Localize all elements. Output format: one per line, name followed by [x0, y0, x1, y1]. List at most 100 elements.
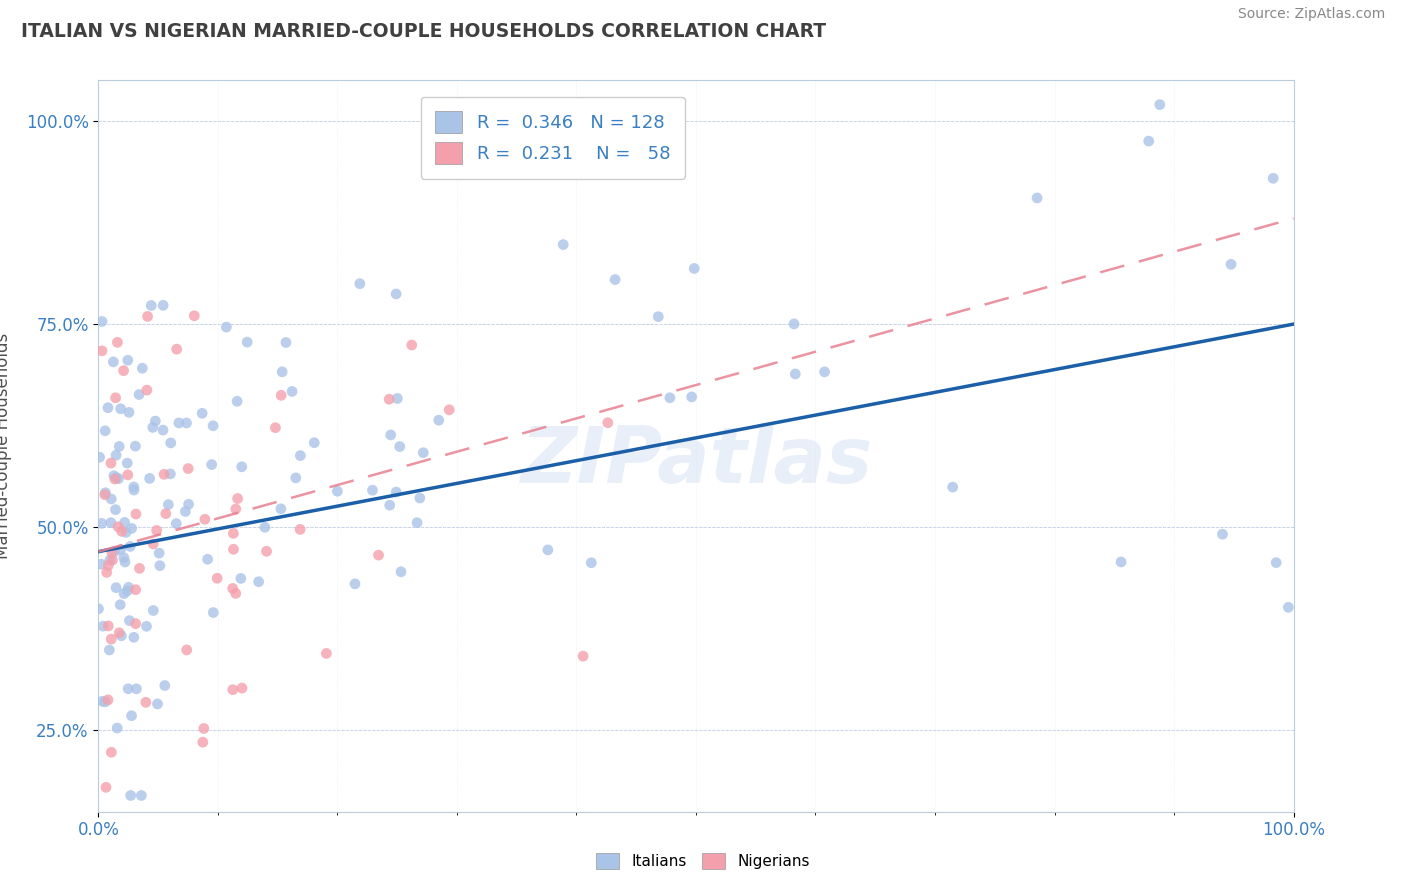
Point	[124, 582, 146, 597]
Point	[94, 695, 117, 709]
Point	[117, 580, 139, 594]
Point	[603, 272, 626, 286]
Point	[118, 614, 141, 628]
Point	[90, 516, 112, 531]
Point	[94, 780, 117, 795]
Point	[385, 287, 408, 301]
Point	[124, 439, 146, 453]
Point	[87, 601, 110, 615]
Point	[136, 310, 159, 324]
Point	[1265, 556, 1288, 570]
Point	[165, 516, 187, 531]
Point	[107, 520, 129, 534]
Point	[388, 440, 411, 454]
Point	[1137, 134, 1160, 148]
Point	[148, 546, 170, 560]
Point	[813, 365, 835, 379]
Point	[380, 428, 402, 442]
Point	[114, 555, 136, 569]
Point	[112, 586, 135, 600]
Point	[138, 471, 160, 485]
Point	[229, 571, 252, 585]
Text: ITALIAN VS NIGERIAN MARRIED-COUPLE HOUSEHOLDS CORRELATION CHART: ITALIAN VS NIGERIAN MARRIED-COUPLE HOUSE…	[21, 22, 827, 41]
Point	[401, 338, 423, 352]
Point	[100, 745, 122, 759]
Point	[537, 543, 560, 558]
Point	[97, 693, 120, 707]
Point	[115, 525, 138, 540]
Point	[91, 694, 114, 708]
Point	[222, 582, 245, 596]
Point	[205, 571, 228, 585]
Point	[202, 418, 225, 433]
Point	[135, 619, 157, 633]
Point	[112, 364, 135, 378]
Legend: R =  0.346   N = 128, R =  0.231    N =   58: R = 0.346 N = 128, R = 0.231 N = 58	[420, 96, 685, 178]
Point	[658, 391, 681, 405]
Point	[264, 420, 287, 434]
Point	[439, 402, 461, 417]
Point	[115, 583, 138, 598]
Point	[153, 467, 176, 482]
Point	[149, 558, 172, 573]
Point	[783, 317, 806, 331]
Point	[122, 483, 145, 497]
Point	[118, 405, 141, 419]
Point	[326, 484, 349, 499]
Point	[101, 545, 124, 559]
Point	[103, 355, 125, 369]
Point	[131, 789, 153, 803]
Point	[367, 548, 389, 562]
Point	[98, 643, 121, 657]
Point	[94, 488, 117, 502]
Point	[174, 504, 197, 518]
Text: Source: ZipAtlas.com: Source: ZipAtlas.com	[1237, 7, 1385, 21]
Point	[288, 523, 311, 537]
Point	[409, 491, 432, 505]
Point	[94, 485, 117, 500]
Point	[117, 681, 139, 696]
Point	[177, 461, 200, 475]
Point	[785, 367, 807, 381]
Point	[231, 681, 253, 695]
Legend: Italians, Nigerians: Italians, Nigerians	[591, 847, 815, 875]
Point	[361, 483, 384, 498]
Point	[104, 391, 127, 405]
Point	[256, 544, 278, 558]
Point	[146, 697, 169, 711]
Point	[104, 502, 127, 516]
Point	[191, 735, 214, 749]
Point	[90, 558, 112, 572]
Point	[122, 480, 145, 494]
Point	[108, 625, 131, 640]
Point	[167, 416, 190, 430]
Point	[247, 574, 270, 589]
Point	[1149, 97, 1171, 112]
Point	[315, 647, 337, 661]
Point	[553, 237, 575, 252]
Point	[572, 649, 595, 664]
Point	[281, 384, 304, 399]
Point	[100, 491, 122, 506]
Point	[222, 542, 245, 557]
Y-axis label: Married-couple Households: Married-couple Households	[0, 333, 11, 559]
Point	[128, 387, 150, 401]
Point	[105, 581, 128, 595]
Point	[110, 401, 132, 416]
Point	[142, 603, 165, 617]
Point	[108, 440, 131, 454]
Point	[112, 550, 135, 565]
Point	[176, 416, 198, 430]
Point	[141, 298, 163, 312]
Point	[91, 314, 114, 328]
Point	[121, 521, 143, 535]
Point	[378, 392, 401, 407]
Point	[104, 544, 127, 558]
Point	[89, 450, 111, 465]
Point	[111, 524, 134, 539]
Point	[176, 643, 198, 657]
Point	[98, 553, 121, 567]
Point	[125, 681, 148, 696]
Point	[107, 472, 129, 486]
Point	[120, 540, 142, 554]
